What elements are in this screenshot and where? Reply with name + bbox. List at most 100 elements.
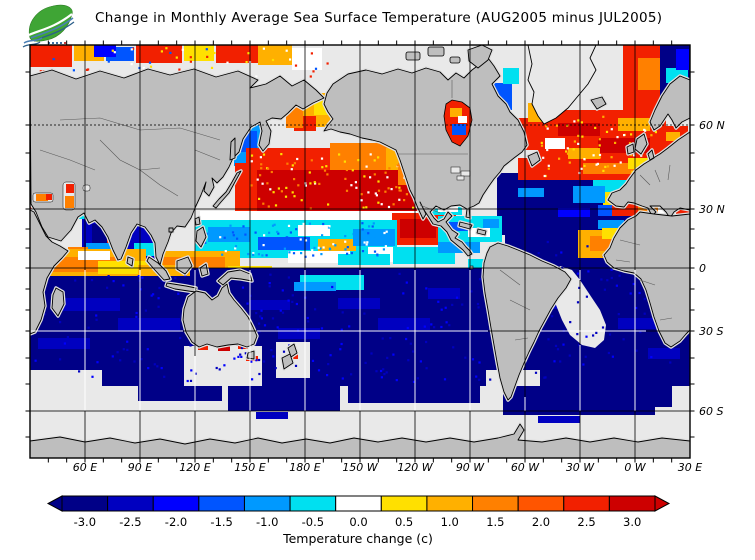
sst-noise-speck (313, 246, 316, 249)
colorbar-tick-label: -0.5 (302, 515, 324, 529)
lat-tick-label: 60 N (699, 119, 725, 132)
sst-anomaly-patch (258, 237, 310, 250)
sst-noise-speck (630, 126, 634, 129)
sst-noise-speck (251, 378, 254, 381)
sst-noise-speck (470, 290, 473, 293)
sst-anomaly-patch (228, 386, 340, 411)
sst-noise-speck (576, 272, 579, 275)
landmass-scandinavia (649, 75, 690, 131)
sst-noise-speck (540, 141, 543, 144)
colorbar-tick-label: 3.0 (623, 515, 641, 529)
landmass-iceland (590, 96, 607, 110)
sst-anomaly-patch (324, 45, 368, 71)
sst-noise-speck (350, 252, 353, 255)
sst-noise-speck (398, 186, 401, 189)
sst-anomaly-patch (348, 386, 480, 403)
colorbar-segment (243, 495, 291, 512)
sst-noise-speck (323, 169, 327, 172)
sst-noise-speck (398, 189, 401, 192)
sst-anomaly-patch (573, 186, 605, 203)
country-border (639, 174, 651, 186)
sst-noise-speck (240, 346, 244, 350)
country-border (654, 169, 661, 183)
sst-noise-speck (245, 61, 248, 64)
sst-noise-speck (361, 222, 364, 225)
sst-noise-speck (352, 232, 355, 236)
sst-noise-speck (84, 298, 87, 301)
lat-tick-label: 60 S (699, 405, 723, 418)
country-border (509, 299, 531, 311)
sst-noise-speck (313, 181, 316, 184)
sst-noise-speck (622, 338, 625, 341)
sst-noise-speck (311, 249, 314, 252)
sst-noise-speck (237, 355, 240, 358)
country-border (39, 149, 96, 171)
sst-anomaly-patch (94, 45, 116, 57)
sst-noise-speck (334, 244, 337, 247)
sst-noise-speck (606, 165, 610, 168)
sst-noise-speck (95, 314, 98, 317)
sst-noise-speck (547, 164, 550, 167)
country-border (619, 239, 641, 246)
sst-noise-speck (160, 367, 163, 370)
sst-noise-speck (605, 130, 609, 133)
sst-noise-speck (126, 348, 129, 351)
sst-noise-speck (282, 350, 286, 353)
sst-noise-speck (304, 239, 308, 242)
sst-noise-speck (606, 279, 609, 282)
sst-noise-speck (461, 303, 464, 306)
sst-noise-speck (371, 225, 374, 228)
sst-noise-speck (384, 245, 387, 248)
sst-noise-speck (345, 168, 348, 172)
sst-noise-speck (632, 282, 635, 286)
sst-noise-speck (346, 252, 349, 255)
sst-noise-speck (367, 232, 370, 235)
sst-noise-speck (318, 182, 321, 185)
sst-noise-speck (126, 340, 129, 343)
sst-noise-speck (344, 177, 347, 180)
colorbar-arrow-left (46, 495, 63, 512)
sst-noise-speck (405, 281, 408, 284)
sst-anomaly-patch (568, 148, 600, 159)
colorbar-tick-label: 2.0 (532, 515, 550, 529)
sst-noise-speck (583, 164, 586, 167)
sst-noise-speck (266, 167, 270, 170)
sst-anomaly-patch (628, 158, 650, 169)
lat-tick-label: 30 S (699, 325, 723, 338)
sst-noise-speck (360, 193, 363, 196)
sst-noise-speck (594, 126, 597, 129)
sst-noise-speck (585, 295, 588, 298)
axis-ticks (25, 40, 695, 463)
sst-noise-speck (194, 372, 197, 375)
sst-noise-speck (326, 62, 329, 65)
sst-noise-speck (619, 161, 622, 164)
sst-noise-speck (546, 148, 549, 152)
sst-noise-speck (350, 184, 353, 187)
sst-noise-speck (560, 251, 563, 254)
sst-noise-speck (314, 182, 317, 185)
colorbar-tick-label: -1.5 (210, 515, 232, 529)
sst-anomaly-patch (483, 219, 499, 228)
sst-noise-speck (258, 322, 261, 325)
sst-noise-speck (383, 373, 386, 376)
landmass-new-zealand-south (281, 353, 294, 370)
sst-noise-speck (376, 254, 379, 257)
sst-noise-speck (464, 356, 467, 359)
sst-noise-speck (387, 187, 390, 190)
sst-anomaly-patch (298, 225, 330, 236)
sst-noise-speck (81, 306, 84, 309)
sst-noise-speck (595, 331, 598, 334)
country-border (667, 164, 671, 181)
sst-noise-speck (380, 203, 383, 206)
leaf-wave-icon (28, 13, 73, 37)
sst-noise-speck (219, 236, 222, 239)
colorbar-tick-label: 0.0 (349, 515, 367, 529)
sst-noise-speck (287, 236, 290, 239)
country-border (499, 269, 521, 286)
colorbar-segment (563, 495, 610, 512)
colorbar-tick-label: 1.0 (441, 515, 459, 529)
sst-noise-speck (289, 231, 292, 234)
sst-noise-speck (280, 190, 283, 193)
sst-noise-speck (250, 154, 254, 157)
sst-noise-speck (341, 311, 344, 314)
